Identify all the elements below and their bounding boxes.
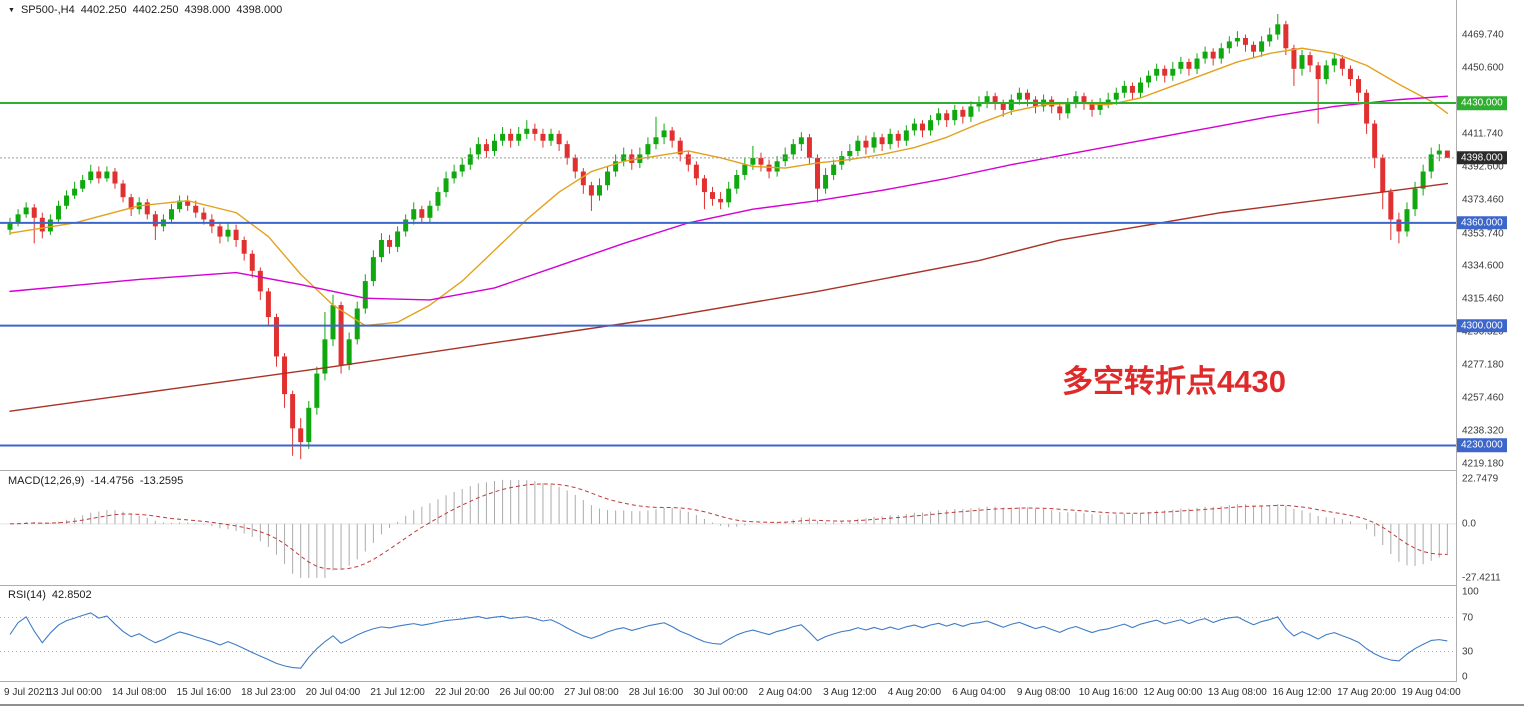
rsi-scale-label: 0 (1462, 671, 1468, 683)
price-axis-label: 4450.600 (1462, 62, 1504, 74)
ohlc-high: 4402.250 (132, 4, 179, 16)
time-axis-label: 20 Jul 04:00 (305, 687, 361, 698)
ohlc-close: 4398.000 (236, 4, 283, 16)
price-axis-label: 4469.740 (1462, 29, 1504, 41)
ohlc-low: 4398.000 (184, 4, 231, 16)
time-axis-label: 15 Jul 16:00 (176, 687, 232, 698)
price-axis-label: 4257.460 (1462, 392, 1504, 404)
time-axis-label: 6 Aug 04:00 (952, 687, 1006, 698)
current-price-label: 4398.000 (1457, 151, 1507, 165)
time-axis-label: 16 Aug 12:00 (1272, 687, 1332, 698)
macd-signal-line (9, 483, 1448, 570)
time-axis-label: 14 Jul 08:00 (111, 687, 167, 698)
chart-ohlc-header: ▼ SP500-,H4 4402.250 4402.250 4398.000 4… (8, 4, 282, 16)
price-axis-label: 4373.460 (1462, 194, 1504, 206)
price-axis-label: 4353.740 (1462, 227, 1504, 239)
time-axis-label: 21 Jul 12:00 (370, 687, 425, 698)
time-axis-label: 9 Jul 2021 (4, 687, 51, 698)
rsi-line (9, 612, 1448, 669)
ohlc-open: 4402.250 (80, 4, 127, 16)
time-axis-label: 26 Jul 00:00 (499, 687, 555, 698)
macd-scale-label: 22.7479 (1462, 473, 1499, 485)
panel-separator[interactable] (0, 681, 1524, 682)
line-price-label: 4360.000 (1457, 216, 1507, 230)
price-axis-label: 4334.600 (1462, 260, 1504, 272)
line-price-label: 4430.000 (1457, 96, 1507, 110)
panel-separator[interactable] (0, 585, 1524, 586)
time-axis-label: 13 Jul 00:00 (47, 687, 102, 698)
rsi-label: RSI(14) (8, 589, 46, 601)
price-axis-label: 4392.600 (1462, 161, 1504, 173)
time-axis[interactable]: 9 Jul 2021 13 Jul 00:00 14 Jul 08:00 15 Jul… (0, 682, 1524, 704)
ma-line-slow[interactable] (9, 182, 1449, 412)
annotation-text: 多空转折点4430 (1062, 364, 1286, 399)
rsi-value: 42.8502 (51, 589, 92, 601)
price-axis-label: 4411.740 (1462, 128, 1503, 140)
macd-scale-label: -27.4211 (1462, 572, 1501, 584)
time-axis-label: 3 Aug 12:00 (823, 687, 877, 698)
macd-label: MACD(12,26,9) (8, 475, 85, 487)
time-axis-label: 2 Aug 04:00 (758, 687, 812, 698)
time-axis-label: 10 Aug 16:00 (1078, 687, 1138, 698)
time-axis-label: 4 Aug 20:00 (887, 687, 942, 698)
price-axis-label: 4219.180 (1462, 458, 1504, 470)
time-axis-label: 9 Aug 08:00 (1016, 687, 1071, 698)
time-axis-label: 28 Jul 16:00 (628, 687, 684, 698)
collapse-icon[interactable]: ▼ (8, 6, 15, 14)
macd-header: MACD(12,26,9) -14.4756 -13.2595 (8, 475, 183, 487)
panel-separator[interactable] (0, 470, 1524, 471)
price-chart[interactable]: 多空转折点4430 (0, 0, 1456, 470)
price-axis[interactable]: 4469.740 4450.600 4411.740 4392.600 4373.460… (1456, 0, 1524, 682)
line-price-label: 4230.000 (1457, 438, 1507, 453)
time-axis-label: 17 Aug 20:00 (1337, 687, 1397, 698)
time-axis-label: 30 Jul 00:00 (693, 687, 748, 698)
rsi-scale-label: 30 (1462, 645, 1474, 657)
ma-line-fast[interactable] (9, 47, 1449, 327)
rsi-header: RSI(14) 42.8502 (8, 589, 92, 601)
symbol-period: SP500-,H4 (20, 4, 75, 16)
rsi-scale-label: 70 (1462, 611, 1474, 623)
time-axis-label: 27 Jul 08:00 (564, 687, 619, 698)
macd-scale-label: 0.0 (1462, 518, 1476, 530)
rsi-indicator-panel[interactable] (0, 586, 1456, 681)
rsi-scale-label: 100 (1462, 586, 1479, 598)
macd-histogram (17, 479, 1448, 578)
ma-line-medium[interactable] (9, 95, 1449, 301)
time-axis-label: 12 Aug 00:00 (1143, 687, 1203, 698)
macd-indicator-panel[interactable] (0, 471, 1456, 585)
time-axis-label: 19 Aug 04:00 (1401, 687, 1461, 698)
macd-value-main: -14.4756 (90, 475, 134, 487)
time-axis-label: 22 Jul 20:00 (434, 687, 490, 698)
time-axis-label: 13 Aug 08:00 (1207, 687, 1267, 698)
time-axis-label: 18 Jul 23:00 (241, 687, 296, 698)
line-price-label: 4300.000 (1457, 318, 1507, 333)
price-axis-label: 4315.460 (1462, 293, 1504, 305)
price-axis-label: 4238.320 (1462, 425, 1504, 437)
price-axis-label: 4277.180 (1462, 358, 1504, 370)
macd-value-signal: -13.2595 (139, 475, 184, 487)
